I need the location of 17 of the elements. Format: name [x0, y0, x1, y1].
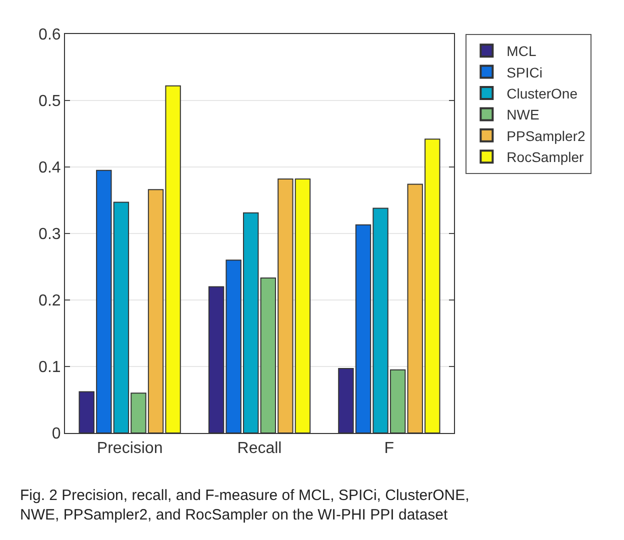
y-tick-label: 0.5 [38, 93, 61, 110]
legend-label: ClusterOne [506, 85, 578, 102]
y-tick-label: 0.1 [38, 359, 61, 376]
x-tick-label: Precision [96, 440, 163, 458]
y-tick-label: 0.6 [38, 26, 61, 44]
y-tick-label: 0.2 [38, 292, 61, 310]
y-tick-label: 0.3 [38, 226, 61, 244]
legend-label: SPICi [506, 64, 542, 80]
x-tick-label: Recall [237, 440, 282, 458]
legend-label: PPSampler2 [506, 128, 586, 144]
y-tick-label: 0.4 [38, 160, 61, 177]
legend-label: MCL [506, 43, 536, 60]
y-tick-label: 0 [52, 426, 61, 443]
x-tick-label: F [384, 440, 394, 458]
caption: Fig. 2 Precision, recall, and F-measure of MCL, SPICi, ClusterONE, NWE, PPSampler2, and RocSampler on the WI-PHI PPI dataset [20, 487, 470, 524]
legend-label: NWE [506, 106, 540, 123]
legend-label: RocSampler [506, 149, 584, 166]
